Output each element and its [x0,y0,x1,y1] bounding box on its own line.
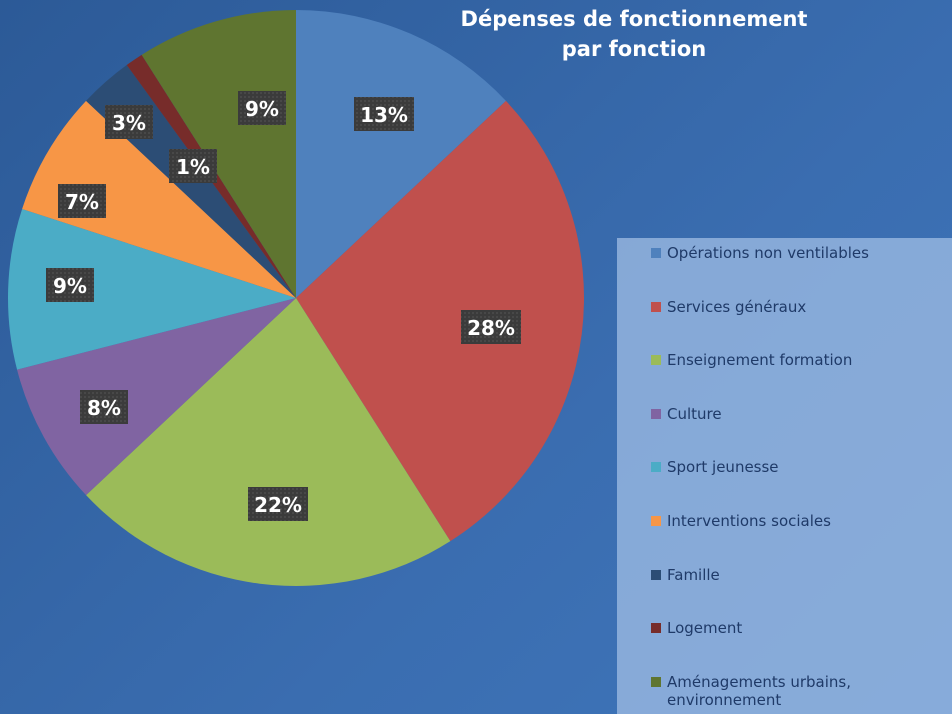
data-label-box [105,105,153,139]
pie-slice [296,10,506,298]
data-label-box [354,97,414,131]
legend-swatch [651,623,661,634]
legend-entry: Interventions sociales [651,512,929,530]
data-label: 7% [58,184,106,218]
data-label: 8% [80,390,128,424]
pie-slice [8,209,296,370]
legend-entry: Opérations non ventilables [651,244,929,262]
data-label: 1% [169,149,217,183]
legend-swatch [651,462,661,473]
legend-label: Opérations non ventilables [667,244,869,262]
data-label-text: 22% [254,493,302,517]
data-label-text: 3% [112,111,146,135]
data-label-box [461,310,521,344]
legend-swatch [651,676,661,687]
pie-slice [86,298,451,586]
legend-label: Services généraux [667,297,807,316]
legend-entry: Culture [651,404,929,423]
legend-label: Famille [667,565,720,584]
legend-label: Logement [667,619,743,638]
legend-label: Aménagements urbains, environnement [667,672,852,709]
data-label: 9% [46,268,94,302]
legend: Opérations non ventilables Services génér… [617,238,952,714]
legend-entry: Aménagements urbains, environnement [651,672,929,709]
data-label-text: 13% [360,103,408,127]
data-label: 9% [238,91,286,125]
data-label-text: 7% [65,190,99,214]
legend-entry: Enseignement formation [651,351,929,370]
pie-slice [22,100,296,298]
data-label: 28% [461,310,521,344]
pie-slice [296,100,584,542]
data-label-box [169,149,217,183]
legend-label: Sport jeunesse [667,458,779,477]
data-label-text: 1% [176,155,210,179]
legend-entry: Sport jeunesse [651,458,929,477]
chart-title: Dépenses de fonctionnement par fonction [460,7,808,61]
data-label: 22% [248,487,308,521]
data-label-box [238,91,286,125]
pie-slice [17,298,297,496]
legend-swatch [651,355,661,366]
data-label-box [80,390,128,424]
legend-swatch [651,516,661,526]
data-label-text: 28% [467,316,515,340]
data-label-box [248,487,308,521]
data-label-text: 8% [87,396,121,420]
legend-entry: Logement [651,619,929,638]
legend-swatch [651,408,661,419]
legend-label: Culture [667,404,722,423]
legend-entry: Services généraux [651,297,929,316]
data-label-box [46,268,94,302]
legend-label: Enseignement formation [667,351,853,370]
legend-swatch [651,301,661,312]
legend-label: Interventions sociales [667,512,831,530]
legend-entry: Famille [651,565,929,584]
data-label-text: 9% [53,274,87,298]
data-label-text: 9% [245,97,279,121]
legend-swatch [651,569,661,580]
data-label: 13% [354,97,414,131]
data-label-box [58,184,106,218]
data-label: 3% [105,105,153,139]
legend-swatch [651,248,661,258]
pie-slice [141,10,296,298]
